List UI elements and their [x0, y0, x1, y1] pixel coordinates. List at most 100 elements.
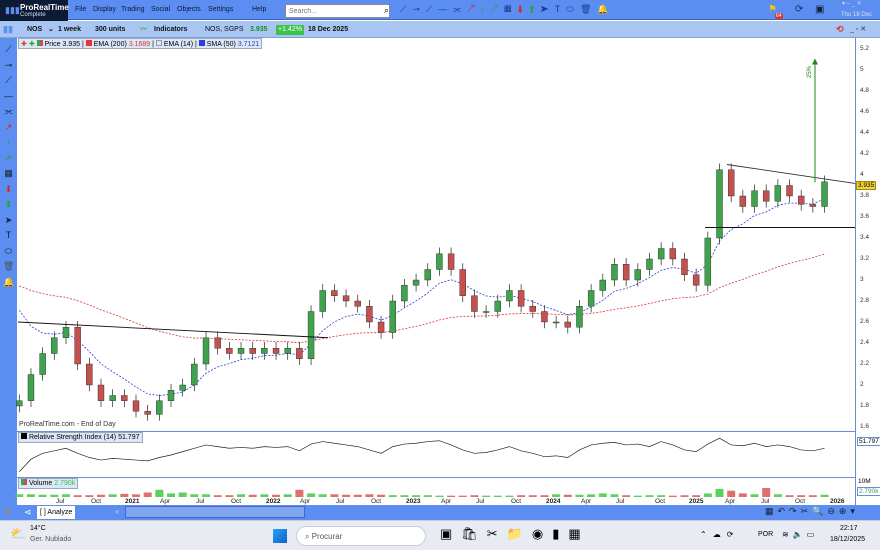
- x-tick: 2021: [125, 498, 140, 505]
- x-tick: 2024: [546, 498, 561, 505]
- symbol-selector[interactable]: NOS: [27, 26, 43, 33]
- units-selector[interactable]: 300 units: [95, 26, 126, 33]
- remove-icon[interactable]: ✚: [21, 41, 27, 48]
- text-tool-icon[interactable]: T: [5, 230, 12, 240]
- tray-icons[interactable]: ⌃☁⟳: [700, 530, 740, 539]
- up-arrow-tool-icon[interactable]: ⬆: [4, 199, 13, 209]
- target-pct-label: 25%: [807, 65, 813, 78]
- menu-social[interactable]: Social: [151, 6, 171, 13]
- volume-bar: [50, 494, 59, 497]
- price-label: Price: [44, 41, 61, 48]
- volume-bar: [447, 495, 456, 497]
- candle: [681, 258, 688, 275]
- zoom-controls[interactable]: ▦↶↷✂🔍⊖⊕▾: [765, 506, 859, 516]
- app-logo: ▮▮▮ ProRealTime Complete: [0, 0, 69, 21]
- share-icon[interactable]: ⋖: [24, 507, 32, 517]
- candle: [389, 300, 396, 333]
- arrow-up-tool-icon[interactable]: ↑: [6, 137, 11, 147]
- hline-tool-icon[interactable]: —: [4, 90, 13, 101]
- sma50-label[interactable]: SMA (50): [206, 41, 236, 48]
- indicators-button[interactable]: Indicators: [154, 26, 188, 33]
- line-tool-icon[interactable]: ⟋: [5, 75, 12, 85]
- chart-legend: ✚ ✚ Price 3.935 | EMA (200) 3.1689 | EMA…: [18, 38, 263, 49]
- candle: [797, 195, 805, 205]
- menu-display[interactable]: Display: [93, 6, 116, 13]
- alerts-flag-icon[interactable]: ⚑: [768, 4, 777, 15]
- bell-tool-icon[interactable]: 🔔: [3, 276, 15, 287]
- menu-file[interactable]: File: [75, 6, 87, 13]
- start-button[interactable]: [273, 529, 287, 543]
- x-tick: Jul: [476, 498, 485, 505]
- monitor-icon[interactable]: ▣: [815, 4, 825, 15]
- candle: [86, 363, 93, 386]
- refresh-icon[interactable]: ⟲: [836, 24, 844, 34]
- menu-settings[interactable]: Settings: [208, 6, 234, 13]
- menu-help[interactable]: Help: [252, 6, 267, 13]
- analyze-button[interactable]: [ ] Analyze: [37, 506, 76, 519]
- search-input[interactable]: [285, 4, 390, 18]
- volume-bar: [412, 495, 421, 497]
- drawing-tools-toolbar[interactable]: ⟋⊸⟋—⫘↗↑↗▦⬇⬆➤T⬭🗑🔔: [400, 4, 615, 14]
- network-sound-battery[interactable]: ≋🔈▭: [782, 530, 819, 539]
- segment-tool-icon[interactable]: ⊸: [4, 59, 13, 70]
- ema200-label[interactable]: EMA (200): [93, 41, 127, 48]
- channel-tool-icon[interactable]: ⫘: [4, 106, 13, 116]
- sync-icon[interactable]: ⟳: [795, 4, 804, 15]
- y-tick: 5: [860, 66, 864, 73]
- search-icon[interactable]: ⌕: [384, 5, 390, 15]
- candle: [751, 190, 758, 207]
- volume-bar: [762, 488, 771, 497]
- left-drawing-toolbar: ⟋ ⊸ ⟋ — ⫘ ↗ ↑ ↗ ▦ ⬇ ⬆ ➤ T ⬭ 🗑 🔔: [0, 38, 17, 505]
- price-axis[interactable]: 5.2 5 4.8 4.6 4.4 4.2 4 3.8 3.6 3.4 3.2 3 2.8 2.6 2.4 2…: [855, 38, 880, 505]
- taskbar-search[interactable]: ⌕ Procurar: [296, 526, 426, 546]
- menu-trading[interactable]: Trading: [121, 6, 145, 13]
- rsi-legend[interactable]: Relative Strength Index (14) 51.797: [18, 432, 143, 443]
- add-icon[interactable]: ✚: [28, 41, 35, 48]
- cursor-tool-icon[interactable]: ➤: [4, 214, 13, 225]
- clock-time[interactable]: 22:17: [840, 525, 858, 532]
- x-tick: Apr: [581, 498, 592, 505]
- ellipse-tool-icon[interactable]: ⬭: [4, 245, 13, 256]
- volume-bar: [680, 495, 689, 497]
- language[interactable]: POR: [758, 531, 774, 538]
- volume-bar: [295, 489, 304, 497]
- volume-bar: [26, 494, 35, 497]
- clock-date[interactable]: 18/12/2025: [830, 536, 866, 543]
- candle: [307, 311, 315, 359]
- ema200-swatch: [85, 40, 92, 46]
- fib-tool-icon[interactable]: ▦: [4, 168, 13, 178]
- volume-bar: [657, 495, 666, 497]
- y-tick: 1.6: [860, 423, 870, 430]
- candle: [109, 395, 116, 401]
- window-controls[interactable]: ▾ – _ ✕: [842, 1, 862, 7]
- arrow-green-tool-icon[interactable]: ↗: [4, 152, 13, 163]
- candle: [412, 279, 420, 286]
- timeframe-selector[interactable]: 1 week: [58, 26, 81, 33]
- chevron-down-icon[interactable]: ⌄: [48, 26, 54, 33]
- volume-bar: [155, 489, 164, 497]
- weather-icon[interactable]: ⛅: [10, 526, 27, 541]
- down-arrow-tool-icon[interactable]: ⬇: [4, 183, 13, 194]
- ema14-label[interactable]: EMA (14): [163, 41, 194, 48]
- scrollbar[interactable]: [125, 506, 305, 518]
- candle: [506, 290, 513, 302]
- pane-window-controls[interactable]: _ ▫ ✕: [850, 26, 867, 33]
- collapse-icon[interactable]: «: [115, 507, 120, 516]
- y-tick: 2: [860, 381, 864, 388]
- pinned-apps[interactable]: ▣🛍✂📁◉▮▦: [440, 526, 590, 541]
- y-tick: 4.6: [860, 108, 870, 115]
- volume-legend[interactable]: Volume 2.790k: [18, 478, 79, 489]
- trash-tool-icon[interactable]: 🗑: [3, 261, 15, 271]
- volume-bar: [552, 494, 561, 497]
- temperature: 14°C: [30, 525, 46, 532]
- volume-bar: [178, 492, 187, 497]
- candle: [517, 290, 525, 307]
- volume-bar: [727, 490, 736, 497]
- menu-objects[interactable]: Objects: [177, 6, 201, 13]
- ruler-tool-icon[interactable]: ⟋: [5, 44, 12, 54]
- price-chart[interactable]: 25%: [0, 0, 880, 505]
- arrow-red-tool-icon[interactable]: ↗: [4, 121, 13, 132]
- volume-bar: [563, 494, 572, 497]
- volume-bar: [73, 495, 82, 497]
- pen-icon[interactable]: ✎: [4, 507, 12, 517]
